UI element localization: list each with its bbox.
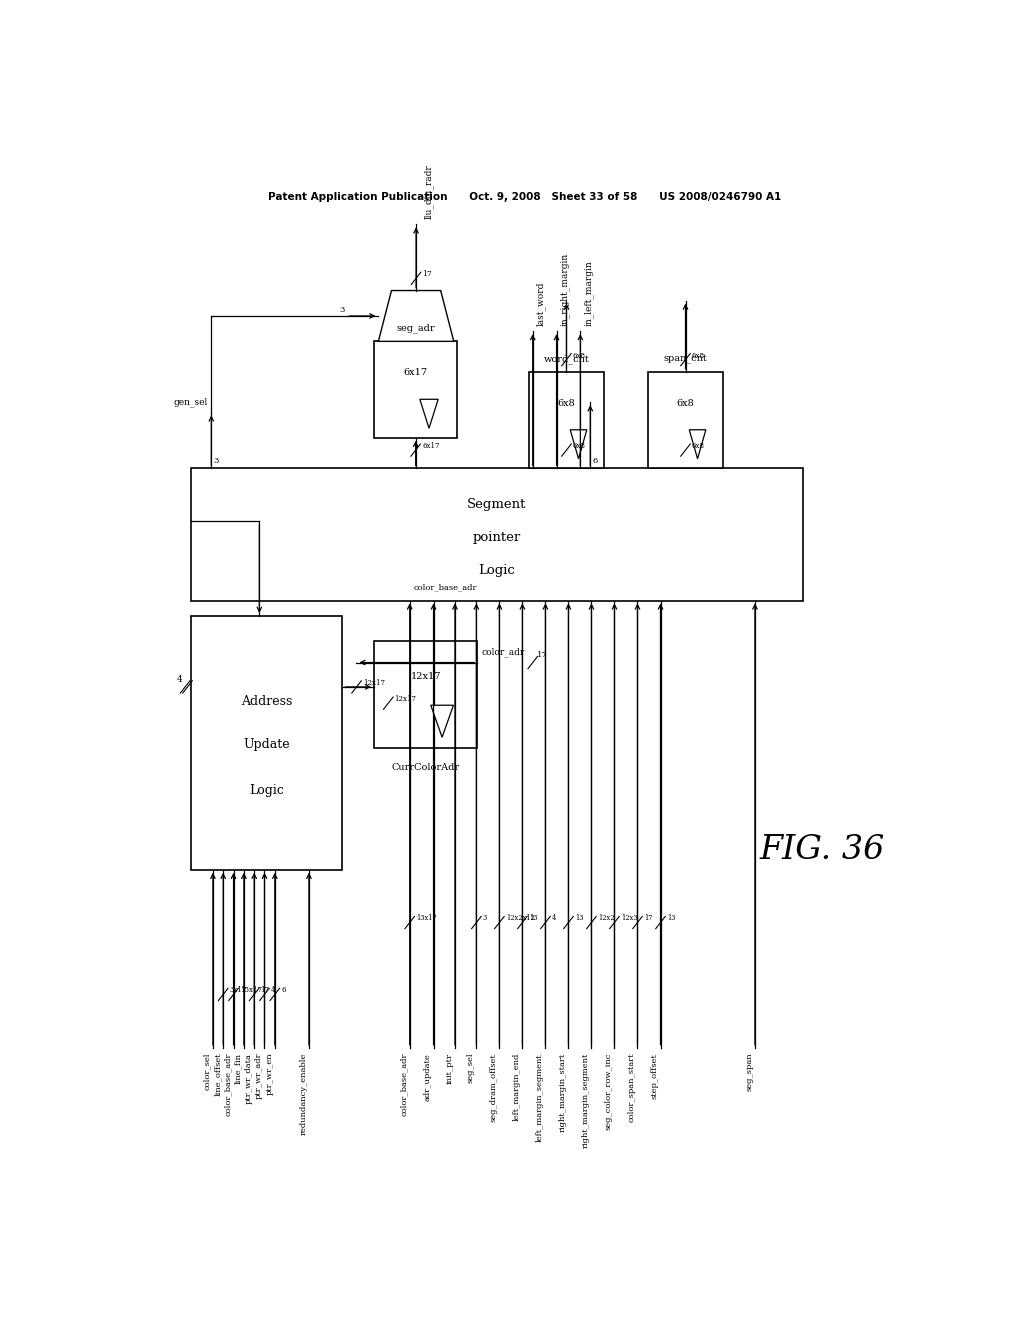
Text: word_cnt: word_cnt	[544, 354, 590, 364]
Text: FIG. 36: FIG. 36	[760, 833, 885, 866]
Text: ptr_wr_en: ptr_wr_en	[265, 1053, 273, 1096]
Text: 3: 3	[214, 457, 219, 466]
Text: Segment: Segment	[467, 498, 526, 511]
Text: 3: 3	[482, 915, 487, 923]
Polygon shape	[379, 290, 454, 342]
Text: Logic: Logic	[250, 784, 285, 797]
Text: step_offset: step_offset	[651, 1053, 658, 1098]
Text: 17: 17	[644, 915, 652, 923]
Bar	[528, 372, 604, 469]
Bar	[191, 469, 803, 601]
Bar	[191, 615, 342, 870]
Text: 3x17: 3x17	[229, 986, 247, 994]
Text: Logic: Logic	[478, 564, 515, 577]
Text: ptr_wr_data: ptr_wr_data	[245, 1053, 253, 1104]
Text: 6x8: 6x8	[677, 399, 694, 408]
Text: 6x8: 6x8	[692, 442, 705, 450]
Text: 6: 6	[282, 986, 286, 994]
Text: 13: 13	[667, 915, 676, 923]
Bar	[374, 642, 477, 748]
Text: last_word: last_word	[536, 281, 546, 326]
Text: 12x2: 12x2	[598, 915, 614, 923]
Text: 12x2x12: 12x2x12	[506, 915, 535, 923]
Text: redundancy_enable: redundancy_enable	[299, 1053, 307, 1135]
Text: 6: 6	[593, 457, 598, 466]
Text: 6x17: 6x17	[422, 442, 439, 450]
Text: 4: 4	[270, 986, 275, 994]
Text: color_base_adr: color_base_adr	[414, 583, 477, 591]
Polygon shape	[420, 399, 438, 428]
Text: 17: 17	[537, 652, 548, 660]
Text: Address: Address	[242, 694, 293, 708]
Polygon shape	[689, 430, 706, 459]
Text: 12x17: 12x17	[394, 696, 417, 704]
Text: 17: 17	[260, 986, 269, 994]
Text: seg_adr: seg_adr	[396, 323, 435, 333]
Text: seg_color_row_inc: seg_color_row_inc	[605, 1053, 613, 1130]
Text: 6x8: 6x8	[572, 442, 586, 450]
Text: line_fin: line_fin	[234, 1053, 243, 1084]
Text: Update: Update	[244, 738, 290, 751]
Text: 13: 13	[528, 915, 538, 923]
Text: right_margin_start: right_margin_start	[559, 1053, 567, 1133]
Text: llu_diu_radr: llu_diu_radr	[424, 165, 434, 219]
Text: left_margin_segment: left_margin_segment	[536, 1053, 544, 1142]
Text: adr_update: adr_update	[424, 1053, 432, 1101]
Text: 15x17: 15x17	[240, 986, 262, 994]
Bar	[374, 342, 458, 438]
Text: 13x17: 13x17	[416, 915, 436, 923]
Text: 6x17: 6x17	[403, 368, 428, 378]
Text: ptr_wr_adr: ptr_wr_adr	[255, 1053, 263, 1100]
Text: 12x3: 12x3	[621, 915, 637, 923]
Text: 13: 13	[574, 915, 584, 923]
Text: 6x8: 6x8	[558, 399, 575, 408]
Text: right_margin_segment: right_margin_segment	[582, 1053, 590, 1148]
Text: 4: 4	[177, 675, 182, 684]
Text: color_adr: color_adr	[481, 647, 524, 657]
Text: 3: 3	[340, 306, 345, 314]
Text: in_right_margin: in_right_margin	[560, 253, 569, 326]
Text: 17: 17	[423, 271, 432, 279]
Text: Patent Application Publication      Oct. 9, 2008   Sheet 33 of 58      US 2008/0: Patent Application Publication Oct. 9, 2…	[268, 191, 781, 202]
Text: color_sel: color_sel	[204, 1053, 211, 1090]
Text: gen_sel: gen_sel	[173, 397, 207, 408]
Text: span_cnt: span_cnt	[664, 355, 708, 364]
Bar	[648, 372, 723, 469]
Polygon shape	[431, 705, 454, 738]
Text: 12x17: 12x17	[362, 678, 385, 686]
Text: color_span_start: color_span_start	[628, 1053, 636, 1122]
Text: left_margin_end: left_margin_end	[513, 1053, 521, 1121]
Text: line_offset: line_offset	[214, 1053, 221, 1097]
Text: seg_sel: seg_sel	[467, 1053, 475, 1084]
Text: color_base_adr: color_base_adr	[224, 1053, 232, 1117]
Text: pointer: pointer	[473, 531, 521, 544]
Text: color_base_adr: color_base_adr	[400, 1053, 409, 1117]
Polygon shape	[570, 430, 587, 459]
Text: in_left_margin: in_left_margin	[584, 260, 593, 326]
Text: 6x8: 6x8	[692, 351, 705, 359]
Text: seg_span: seg_span	[745, 1053, 754, 1092]
Text: seg_dram_offset: seg_dram_offset	[489, 1053, 498, 1122]
Text: init_ptr: init_ptr	[445, 1053, 454, 1084]
Text: 6x8: 6x8	[572, 351, 586, 359]
Text: 12x17: 12x17	[411, 672, 441, 681]
Text: 4: 4	[552, 915, 556, 923]
Text: CurrColorAdr: CurrColorAdr	[391, 763, 460, 772]
